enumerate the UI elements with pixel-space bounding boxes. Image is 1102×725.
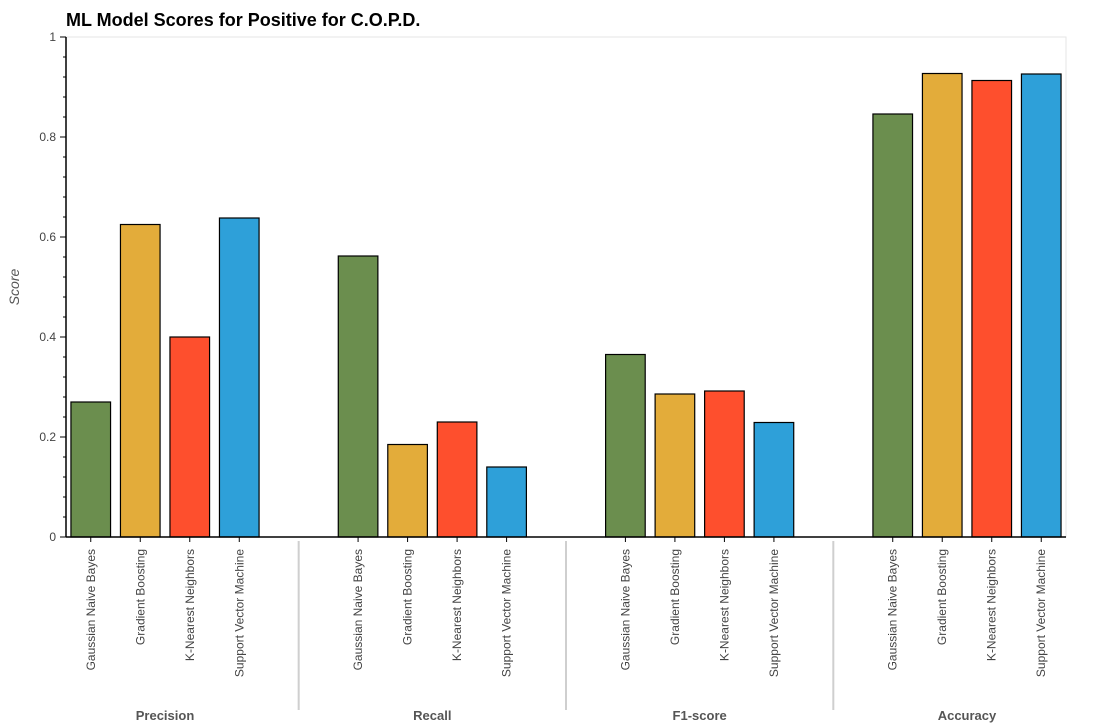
bar-f1-score-gaussian-naive-bayes <box>605 353 646 538</box>
x-category-label: Gaussian Naive Bayes <box>886 549 900 670</box>
bar-accuracy-gradient-boosting <box>921 72 963 538</box>
bar-recall-k-nearest-neighbors <box>436 421 478 538</box>
bar-accuracy-gaussian-naive-bayes <box>872 113 914 538</box>
bar-recall-gaussian-naive-bayes <box>337 255 379 538</box>
x-group-label: Recall <box>413 708 451 723</box>
y-tick-label: 0.2 <box>39 430 56 444</box>
x-category-label: K-Nearest Neighbors <box>717 549 731 661</box>
x-category-label: Gaussian Naive Bayes <box>351 549 365 670</box>
y-axis-title: Score <box>6 269 22 306</box>
bar-f1-score-support-vector-machine <box>753 421 795 538</box>
x-category-label: Support Vector Machine <box>500 549 514 677</box>
x-category-label: Gradient Boosting <box>935 549 949 645</box>
bar-f1-score-k-nearest-neighbors <box>704 390 745 538</box>
y-tick-label: 0.4 <box>39 330 56 344</box>
x-category-label: Gradient Boosting <box>668 549 682 645</box>
bar-recall-gradient-boosting <box>387 443 428 538</box>
y-axis: 0 0.2 0.4 0.6 0.8 1 <box>39 30 67 544</box>
x-category-label: Gaussian Naive Bayes <box>618 549 632 670</box>
y-tick-label: 0.8 <box>39 130 56 144</box>
bar-precision-gaussian-naive-bayes <box>70 401 112 538</box>
y-tick-label: 0 <box>49 530 56 544</box>
x-category-label: Support Vector Machine <box>232 549 246 677</box>
bar-precision-k-nearest-neighbors <box>169 336 211 538</box>
x-category-label: Support Vector Machine <box>767 549 781 677</box>
x-category-label: Gaussian Naive Bayes <box>84 549 98 670</box>
x-category-label: K-Nearest Neighbors <box>183 549 197 661</box>
x-category-label: Gradient Boosting <box>133 549 147 645</box>
x-group-label: F1-score <box>673 708 727 723</box>
bar-f1-score-gradient-boosting <box>654 393 696 538</box>
bar-accuracy-k-nearest-neighbors <box>971 79 1013 538</box>
bar-precision-support-vector-machine <box>218 217 260 538</box>
plot-frame <box>65 36 1067 538</box>
x-category-label: Support Vector Machine <box>1034 549 1048 677</box>
x-category-label: K-Nearest Neighbors <box>450 549 464 661</box>
x-group-label: Accuracy <box>938 708 997 723</box>
bar-recall-support-vector-machine <box>486 466 527 538</box>
chart-title: ML Model Scores for Positive for C.O.P.D… <box>66 10 420 30</box>
bars <box>70 72 1062 538</box>
bar-accuracy-support-vector-machine <box>1020 73 1062 538</box>
y-tick-label: 1 <box>49 30 56 44</box>
bar-precision-gradient-boosting <box>119 223 161 538</box>
x-category-label: K-Nearest Neighbors <box>985 549 999 661</box>
x-category-label: Gradient Boosting <box>401 549 415 645</box>
y-tick-label: 0.6 <box>39 230 56 244</box>
x-group-label: Precision <box>136 708 195 723</box>
x-axis: Gaussian Naive Bayes Gradient Boosting K-N… <box>66 536 1066 723</box>
